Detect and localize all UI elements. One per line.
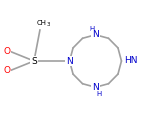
Text: H: H: [89, 26, 94, 32]
Text: N: N: [66, 56, 73, 66]
Text: H: H: [97, 91, 102, 97]
Text: N: N: [92, 83, 99, 92]
Text: CH: CH: [36, 20, 46, 26]
Text: N: N: [92, 30, 99, 39]
Text: O: O: [3, 66, 10, 75]
Text: 3: 3: [46, 22, 50, 27]
Text: S: S: [31, 56, 37, 66]
Text: HN: HN: [124, 56, 137, 65]
Text: O: O: [3, 47, 10, 56]
